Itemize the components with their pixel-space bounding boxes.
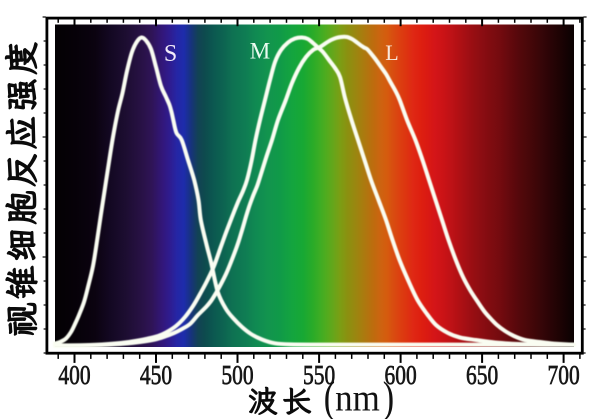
svg-text:600: 600	[385, 361, 417, 391]
svg-text:500: 500	[221, 361, 253, 391]
svg-text:nm: nm	[335, 376, 380, 419]
svg-text:400: 400	[58, 361, 90, 391]
svg-text:450: 450	[140, 361, 172, 391]
svg-text:S: S	[164, 41, 177, 67]
svg-text:M: M	[250, 38, 270, 63]
svg-text:(: (	[324, 372, 335, 419]
svg-text:650: 650	[466, 361, 498, 391]
svg-text:): )	[383, 372, 394, 419]
svg-text:L: L	[385, 40, 398, 65]
svg-text:700: 700	[548, 361, 580, 391]
svg-text:550: 550	[303, 361, 335, 391]
